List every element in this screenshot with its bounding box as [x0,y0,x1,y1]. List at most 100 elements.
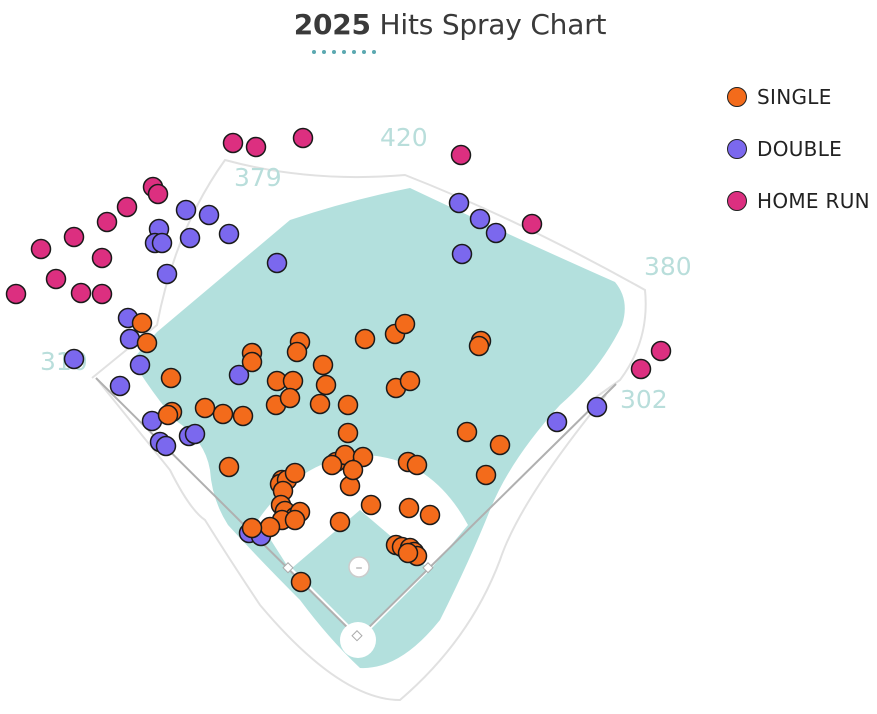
double-hit-point [218,223,240,245]
single-hit-point [241,351,263,373]
single-hit-point [282,370,304,392]
double-hit-point [451,243,473,265]
single-hit-point [489,434,511,456]
double-hit-point [175,199,197,221]
single-hit-point [286,341,308,363]
home-run-hit-point [70,282,92,304]
single-hit-point [475,464,497,486]
double-hit-point [546,411,568,433]
single-hit-point [259,516,281,538]
single-swatch [727,87,747,107]
double-hit-point [151,232,173,254]
legend-item-home-run: HOME RUN [727,188,870,214]
title-year: 2025 [293,8,371,41]
hit-markers [5,127,672,593]
single-hit-point [309,393,331,415]
home-run-hit-point [147,183,169,205]
legend-item-double: DOUBLE [727,136,870,162]
legend-label-home-run: HOME RUN [757,189,870,213]
double-hit-point [129,354,151,376]
first-base [422,562,434,574]
single-hit-point [284,509,306,531]
distance-center-field: 420 [380,123,428,152]
pitchers-mound-mark: – [356,560,363,576]
single-hit-point [157,404,179,426]
home-run-hit-point [91,247,113,269]
double-hit-point [155,435,177,457]
double-hit-point [586,396,608,418]
double-hit-point [184,423,206,445]
chart-title: 2025 Hits Spray Chart [0,8,877,41]
double-hit-point [156,263,178,285]
home-run-hit-point [96,211,118,233]
single-hit-point [419,504,441,526]
double-hit-point [198,204,220,226]
home-plate [351,630,363,642]
double-swatch [727,139,747,159]
home-run-hit-point [116,196,138,218]
home-run-hit-point [292,127,314,149]
single-hit-point [337,394,359,416]
home-run-hit-point [91,283,113,305]
double-hit-point [179,227,201,249]
single-hit-point [279,387,301,409]
legend-label-double: DOUBLE [757,137,843,161]
right-foul-line [357,383,617,639]
double-hit-point [266,252,288,274]
double-hit-point [109,375,131,397]
single-hit-point [218,456,240,478]
single-hit-point [284,462,306,484]
single-hit-point [399,370,421,392]
single-hit-point [354,328,376,350]
double-hit-point [228,364,250,386]
home-run-hit-point [521,213,543,235]
home-run-hit-point [5,283,27,305]
pitchers-mound [348,556,370,578]
third-base [282,562,294,574]
single-hit-point [136,332,158,354]
home-run-hit-point [630,358,652,380]
home-run-hit-point [45,268,67,290]
single-hit-point [232,405,254,427]
double-hit-point [63,348,85,370]
home-run-hit-point [245,136,267,158]
double-hit-point [448,192,470,214]
single-hit-point [342,459,364,481]
single-hit-point [360,494,382,516]
double-hit-point [485,222,507,244]
distance-right-center: 380 [644,252,692,281]
grass-area [132,188,625,669]
left-foul-line [95,377,359,639]
legend-label-single: SINGLE [757,85,832,109]
single-hit-point [241,517,263,539]
title-underline-dots [312,50,376,54]
double-hit-point [119,328,141,350]
single-hit-point [194,397,216,419]
single-hit-point [394,313,416,335]
home-run-hit-point [650,340,672,362]
single-hit-point [312,354,334,376]
home-run-hit-point [63,226,85,248]
single-hit-point [337,422,359,444]
single-hit-point [212,403,234,425]
title-text: Hits Spray Chart [379,8,607,41]
home-run-hit-point [222,132,244,154]
home-run-swatch [727,191,747,211]
legend: SINGLE DOUBLE HOME RUN [727,84,870,240]
single-hit-point [329,511,351,533]
single-hit-point [406,454,428,476]
single-hit-point [160,367,182,389]
home-run-hit-point [30,238,52,260]
single-hit-point [321,454,343,476]
single-hit-point [456,421,478,443]
single-hit-point [315,374,337,396]
single-hit-point [131,312,153,334]
single-hit-point [290,571,312,593]
distance-left-center: 379 [234,163,282,192]
distance-right-field: 302 [620,385,668,414]
single-hit-point [398,497,420,519]
legend-item-single: SINGLE [727,84,870,110]
home-run-hit-point [450,144,472,166]
double-hit-point [469,208,491,230]
